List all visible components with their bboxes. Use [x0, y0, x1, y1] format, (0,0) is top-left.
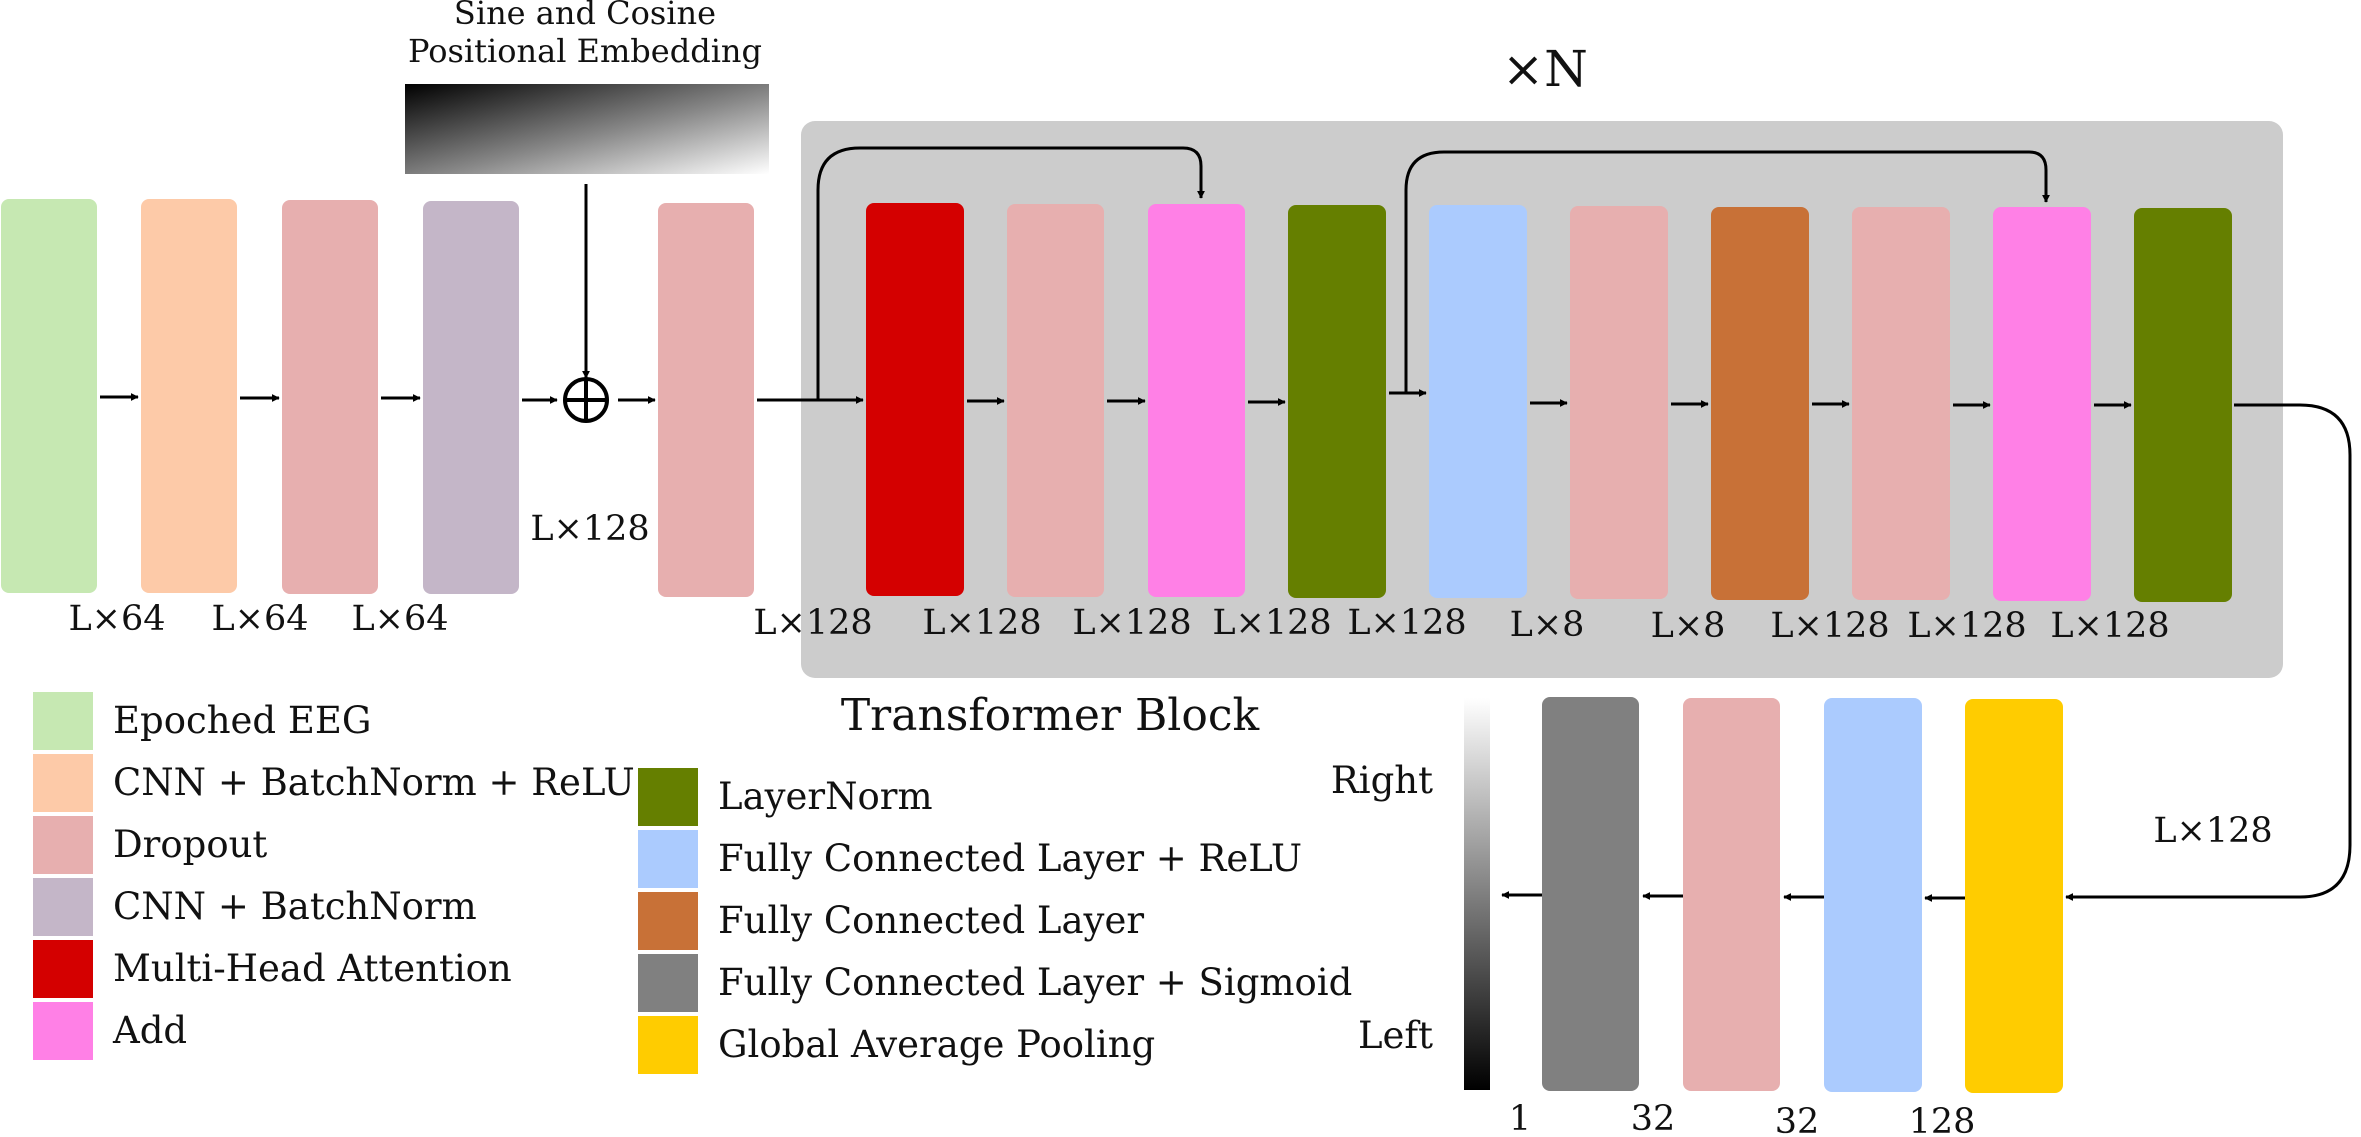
block-multi-head-attention — [866, 203, 964, 596]
dim-label: L×128 — [2153, 811, 2272, 851]
repeat-n-label: ×N — [1502, 40, 1588, 98]
legend-swatch — [638, 1016, 698, 1074]
legend-swatch — [33, 692, 93, 750]
dim-label: L×8 — [1651, 606, 1726, 646]
block-add-1 — [1148, 204, 1245, 597]
block-global-average-pooling — [1965, 699, 2063, 1093]
dim-label: L×128 — [2050, 606, 2169, 646]
dim-label: L×128 — [922, 603, 1041, 643]
embedding-title-line1: Sine and Cosine — [454, 0, 716, 32]
block-dropout-2 — [658, 203, 754, 597]
positional-embedding-gradient — [405, 84, 769, 174]
legend-swatch — [33, 816, 93, 874]
bottom-dimension-labels: 1 32 32 128 — [1509, 1099, 1976, 1137]
legend-left: Epoched EEG CNN + BatchNorm + ReLU Dropo… — [33, 692, 635, 1060]
top-dimension-labels: L×64 L×64 L×64 L×128 L×128 L×128 L×128 L… — [68, 509, 2272, 851]
legend-swatch — [33, 1002, 93, 1060]
block-fc-relu-2 — [1824, 698, 1922, 1092]
block-dropout-3 — [1007, 204, 1104, 597]
block-fc-relu — [1429, 205, 1527, 598]
legend-label: Epoched EEG — [113, 699, 371, 742]
block-layernorm-2 — [2134, 208, 2232, 602]
dim-label: L×128 — [1770, 606, 1889, 646]
legend-label: CNN + BatchNorm + ReLU — [113, 761, 635, 804]
dim-label: L×64 — [68, 599, 165, 639]
block-fc — [1711, 207, 1809, 600]
output-left-label: Left — [1358, 1014, 1433, 1057]
legend-swatch — [33, 940, 93, 998]
dim-label: L×64 — [211, 599, 308, 639]
legend-label: Add — [112, 1009, 187, 1052]
add-operator-icon — [563, 377, 609, 423]
block-dropout-1 — [282, 200, 378, 594]
block-dropout-6 — [1683, 698, 1780, 1091]
dim-label: L×128 — [1212, 603, 1331, 643]
block-layernorm-1 — [1288, 205, 1386, 598]
legend-swatch — [33, 754, 93, 812]
embedding-title-line2: Positional Embedding — [408, 32, 762, 70]
legend-label: Fully Connected Layer + ReLU — [718, 837, 1302, 880]
dim-label: L×128 — [1072, 603, 1191, 643]
legend-swatch — [638, 830, 698, 888]
dim-label: L×128 — [530, 509, 649, 549]
block-cnn-bn — [423, 201, 519, 594]
transformer-block-label: Transformer Block — [841, 690, 1260, 741]
block-epoched-eeg — [1, 199, 97, 593]
block-dropout-4 — [1570, 206, 1668, 599]
dim-label: L×128 — [753, 603, 872, 643]
block-dropout-5 — [1852, 207, 1950, 600]
legend-right: LayerNorm Fully Connected Layer + ReLU F… — [638, 768, 1352, 1074]
legend-swatch — [33, 878, 93, 936]
dim-label: L×8 — [1510, 605, 1585, 645]
legend-label: Global Average Pooling — [718, 1023, 1155, 1066]
legend-label: CNN + BatchNorm — [113, 885, 477, 928]
block-fc-sigmoid — [1542, 697, 1639, 1091]
dim-label: 1 — [1509, 1099, 1531, 1137]
legend-label: Fully Connected Layer — [718, 899, 1144, 942]
legend-swatch — [638, 954, 698, 1012]
dim-label: 32 — [1631, 1099, 1676, 1137]
block-cnn-bn-relu — [141, 199, 237, 593]
dim-label: L×128 — [1347, 603, 1466, 643]
dim-label: L×128 — [1907, 606, 2026, 646]
block-add-2 — [1993, 207, 2091, 601]
legend-swatch — [638, 768, 698, 826]
dim-label: 32 — [1775, 1102, 1820, 1137]
output-right-label: Right — [1331, 759, 1433, 802]
legend-swatch — [638, 892, 698, 950]
dim-label: L×64 — [351, 599, 448, 639]
output-gradient-bar — [1464, 698, 1490, 1090]
main-arrows — [100, 146, 2352, 902]
legend-label: Fully Connected Layer + Sigmoid — [718, 961, 1352, 1004]
legend-label: Multi-Head Attention — [113, 947, 512, 990]
dim-label: 128 — [1909, 1102, 1976, 1137]
legend-label: Dropout — [113, 823, 267, 866]
legend-label: LayerNorm — [718, 775, 933, 818]
